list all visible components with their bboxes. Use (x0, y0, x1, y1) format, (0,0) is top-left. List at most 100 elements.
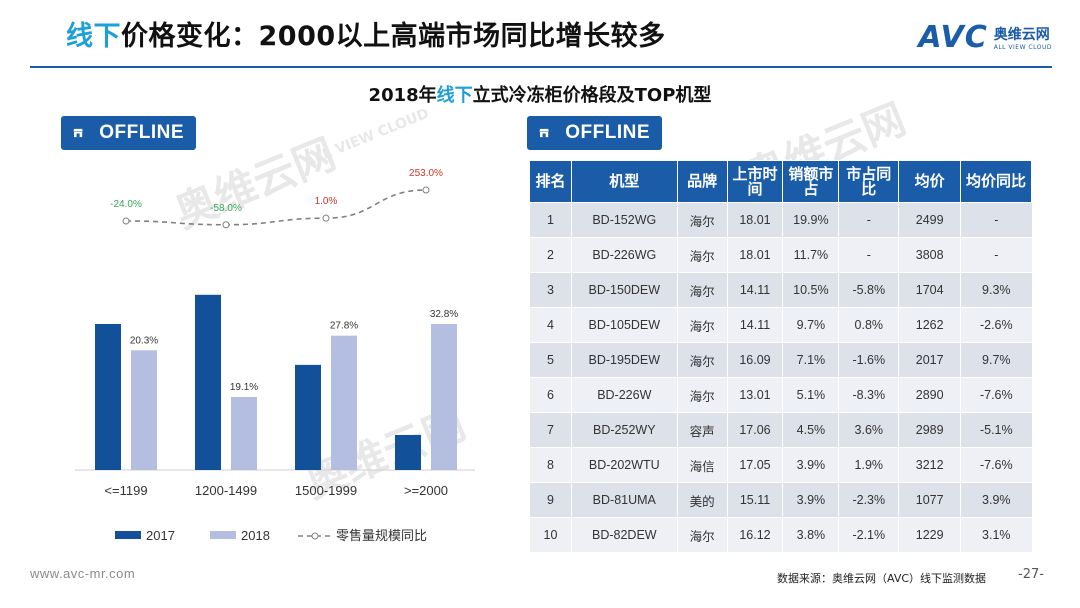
table-cell: 3.9% (960, 482, 1032, 518)
table-row: 7 BD-252WY 容声 17.06 4.5% 3.6% 2989 -5.1% (529, 412, 1032, 448)
table-cell: 16.09 (726, 342, 783, 378)
legend-label-2018: 2018 (241, 528, 270, 543)
table-cell: - (838, 237, 899, 273)
table-cell: 16.12 (726, 517, 783, 553)
table-cell: 5 (529, 342, 572, 378)
table-cell: 10 (529, 517, 572, 553)
table-cell: -5.8% (838, 272, 899, 308)
table-cell: 3.6% (838, 412, 899, 448)
offline-badge-left-label: OFFLINE (99, 122, 184, 143)
table-cell: -8.3% (838, 377, 899, 413)
table-cell: -7.6% (960, 447, 1032, 483)
bar-data-label: 32.8% (430, 309, 458, 320)
table-cell: 4 (529, 307, 572, 343)
table-cell: 9.7% (960, 342, 1032, 378)
table-cell: BD-226WG (570, 237, 678, 273)
title-highlight: 线下 (66, 21, 121, 52)
table-cell: 6 (529, 377, 572, 413)
table-cell: 19.9% (782, 202, 839, 238)
table-cell: BD-195DEW (570, 342, 678, 378)
table-cell: 7 (529, 412, 572, 448)
growth-line (125, 189, 427, 226)
table-row: 6 BD-226W 海尔 13.01 5.1% -8.3% 2890 -7.6% (529, 377, 1032, 413)
table-cell: 海尔 (676, 517, 728, 553)
table-cell: 海尔 (676, 377, 728, 413)
column-header: 均价同比 (960, 160, 1032, 203)
table-cell: 美的 (676, 482, 728, 518)
column-header: 机型 (570, 160, 678, 203)
x-tick-label: <=1199 (104, 483, 147, 498)
x-tick-label: 1200-1499 (195, 483, 257, 498)
column-header: 均价 (898, 160, 962, 203)
table-cell: 1.9% (838, 447, 899, 483)
table-cell: 10.5% (782, 272, 839, 308)
table-cell: BD-252WY (570, 412, 678, 448)
table-cell: 海信 (676, 447, 728, 483)
table-cell: 海尔 (676, 272, 728, 308)
table-cell: 9 (529, 482, 572, 518)
table-cell: BD-152WG (570, 202, 678, 238)
table-cell: 5.1% (782, 377, 839, 413)
table-cell: BD-105DEW (570, 307, 678, 343)
table-cell: 17.05 (726, 447, 783, 483)
growth-label: -58.0% (210, 203, 242, 214)
header: 线下价格变化：2000以上高端市场同比增长较多 AVC 奥维云网 ALL VIE… (0, 0, 1080, 70)
table-row: 4 BD-105DEW 海尔 14.11 9.7% 0.8% 1262 -2.6% (529, 307, 1032, 343)
table-cell: 1 (529, 202, 572, 238)
table-cell: 3.8% (782, 517, 839, 553)
logo-en: ALL VIEW CLOUD (993, 44, 1052, 51)
growth-point (322, 214, 330, 222)
table-cell: 8 (529, 447, 572, 483)
table-cell: 18.01 (726, 202, 783, 238)
avc-logo: AVC 奥维云网 ALL VIEW CLOUD (918, 20, 1052, 55)
bar-data-label: 19.1% (230, 382, 258, 393)
table-cell: 3 (529, 272, 572, 308)
store-icon (539, 128, 549, 138)
growth-label: -24.0% (110, 199, 142, 210)
table-cell: BD-226W (570, 377, 678, 413)
subtitle-prefix: 2018年 (368, 85, 437, 106)
table-cell: - (960, 202, 1032, 238)
table-cell: 11.7% (782, 237, 839, 273)
table-cell: 2 (529, 237, 572, 273)
bar-2017 (295, 364, 321, 470)
chart-subtitle: 2018年线下立式冷冻柜价格段及TOP机型 (0, 81, 1080, 107)
table-cell: -2.3% (838, 482, 899, 518)
table-cell: - (960, 237, 1032, 273)
page-number: -27- (1018, 567, 1044, 582)
table-row: 1 BD-152WG 海尔 18.01 19.9% -2499- (529, 202, 1032, 238)
x-tick-label: 1500-1999 (295, 483, 357, 498)
table-cell: 2890 (898, 377, 961, 413)
bar-2018 (431, 324, 457, 470)
table-cell: 18.01 (726, 237, 783, 273)
legend-swatch-2018 (210, 531, 236, 539)
table-cell: -2.6% (960, 307, 1032, 343)
table-cell: 海尔 (676, 237, 728, 273)
table-cell: BD-202WTU (570, 447, 678, 483)
table-cell: 海尔 (676, 202, 728, 238)
growth-label: 1.0% (315, 196, 338, 207)
table-row: 5 BD-195DEW 海尔 16.09 7.1% -1.6% 2017 9.7% (529, 342, 1032, 378)
price-segment-chart: 20.3% <=1199 19.1% 1200-1499 27.8% 1500-1999 3… (75, 168, 475, 544)
footer-url: www.avc-mr.com (30, 566, 136, 581)
table-cell: 15.11 (726, 482, 783, 518)
legend-marker-growth (311, 532, 319, 540)
offline-badge-right: OFFLINE (527, 116, 662, 150)
bar-2017 (195, 294, 221, 470)
growth-point (122, 217, 130, 225)
column-header: 市占同比 (838, 160, 900, 203)
table-cell: 14.11 (726, 307, 783, 343)
table-row: 3 BD-150DEW 海尔 14.11 10.5% -5.8% 1704 9.3% (529, 272, 1032, 308)
table-cell: - (838, 202, 899, 238)
table-cell: 容声 (676, 412, 728, 448)
logo-avc: AVC (918, 20, 988, 55)
footer-source: 数据来源：奥维云网（AVC）线下监测数据 (777, 572, 987, 585)
table-cell: 海尔 (676, 342, 728, 378)
table-cell: 0.8% (838, 307, 899, 343)
header-divider (30, 66, 1052, 68)
table-row: 8 BD-202WTU 海信 17.05 3.9% 1.9% 3212 -7.6% (529, 447, 1032, 483)
subtitle-highlight: 线下 (436, 85, 473, 106)
table-cell: 9.7% (782, 307, 839, 343)
table-cell: -1.6% (838, 342, 899, 378)
table-cell: 3.9% (782, 482, 839, 518)
